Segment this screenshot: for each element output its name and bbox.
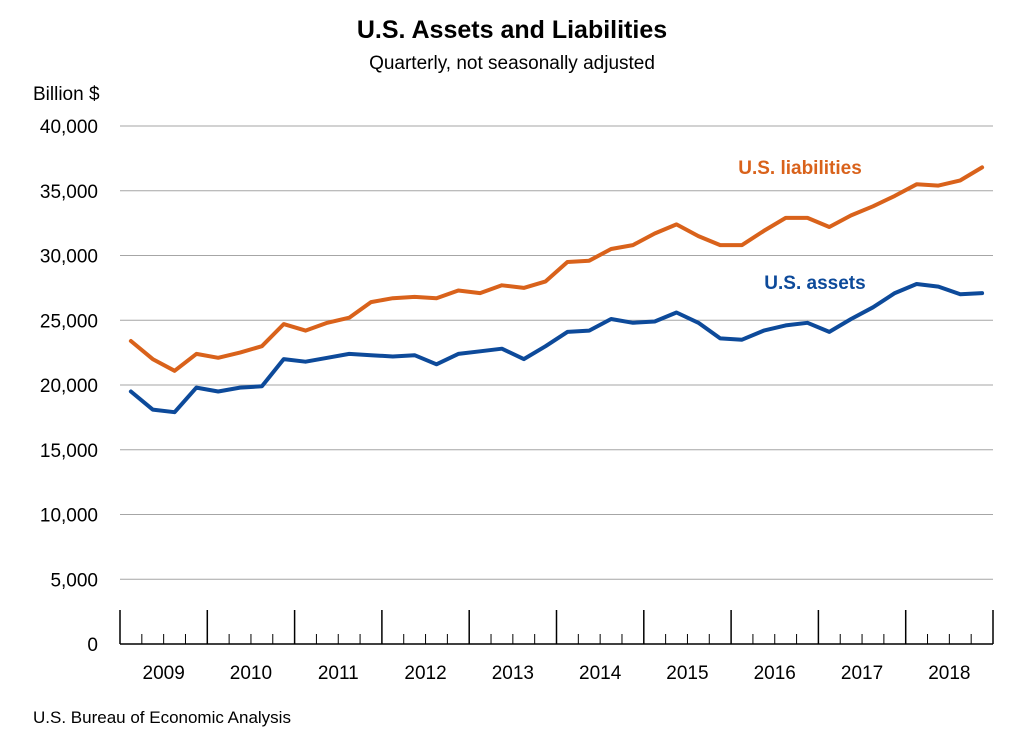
- y-tick-label: 5,000: [50, 570, 98, 591]
- y-tick-label: 40,000: [40, 117, 98, 138]
- series-label: U.S. assets: [764, 273, 865, 294]
- y-tick-label: 30,000: [40, 247, 98, 268]
- x-tick-label: 2013: [492, 663, 534, 684]
- x-tick-label: 2011: [318, 663, 359, 684]
- x-tick-label: 2016: [754, 663, 796, 684]
- source-note: U.S. Bureau of Economic Analysis: [33, 708, 291, 727]
- y-tick-label: 0: [87, 635, 98, 656]
- series-line: [128, 282, 985, 415]
- x-tick-label: 2015: [666, 663, 708, 684]
- x-tick-label: 2009: [143, 663, 185, 684]
- x-tick-label: 2018: [928, 663, 970, 684]
- series-label: U.S. liabilities: [738, 158, 862, 179]
- y-axis-label: Billion $: [33, 84, 100, 105]
- x-tick-label: 2010: [230, 663, 272, 684]
- y-tick-label: 15,000: [40, 441, 98, 462]
- y-tick-label: 25,000: [40, 311, 98, 332]
- series-line: [128, 165, 985, 373]
- y-tick-label: 20,000: [40, 376, 98, 397]
- y-tick-label: 35,000: [40, 182, 98, 203]
- x-tick-label: 2012: [404, 663, 446, 684]
- x-tick-label: 2014: [579, 663, 622, 684]
- y-tick-label: 10,000: [40, 506, 98, 527]
- chart-subtitle: Quarterly, not seasonally adjusted: [369, 53, 655, 74]
- chart-title: U.S. Assets and Liabilities: [356, 16, 668, 44]
- x-tick-label: 2017: [841, 663, 883, 684]
